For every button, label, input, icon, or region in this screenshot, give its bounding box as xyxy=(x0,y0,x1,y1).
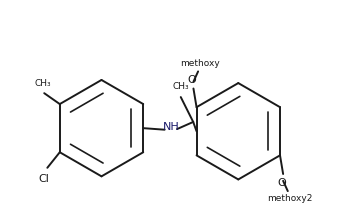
Text: methoxy: methoxy xyxy=(180,59,220,68)
Text: O: O xyxy=(188,75,196,85)
Text: O: O xyxy=(277,178,286,188)
Text: CH₃: CH₃ xyxy=(34,79,51,88)
Text: Cl: Cl xyxy=(39,174,50,184)
Text: methoxy2: methoxy2 xyxy=(267,194,312,203)
Text: NH: NH xyxy=(163,122,180,132)
Text: CH₃: CH₃ xyxy=(172,83,189,92)
